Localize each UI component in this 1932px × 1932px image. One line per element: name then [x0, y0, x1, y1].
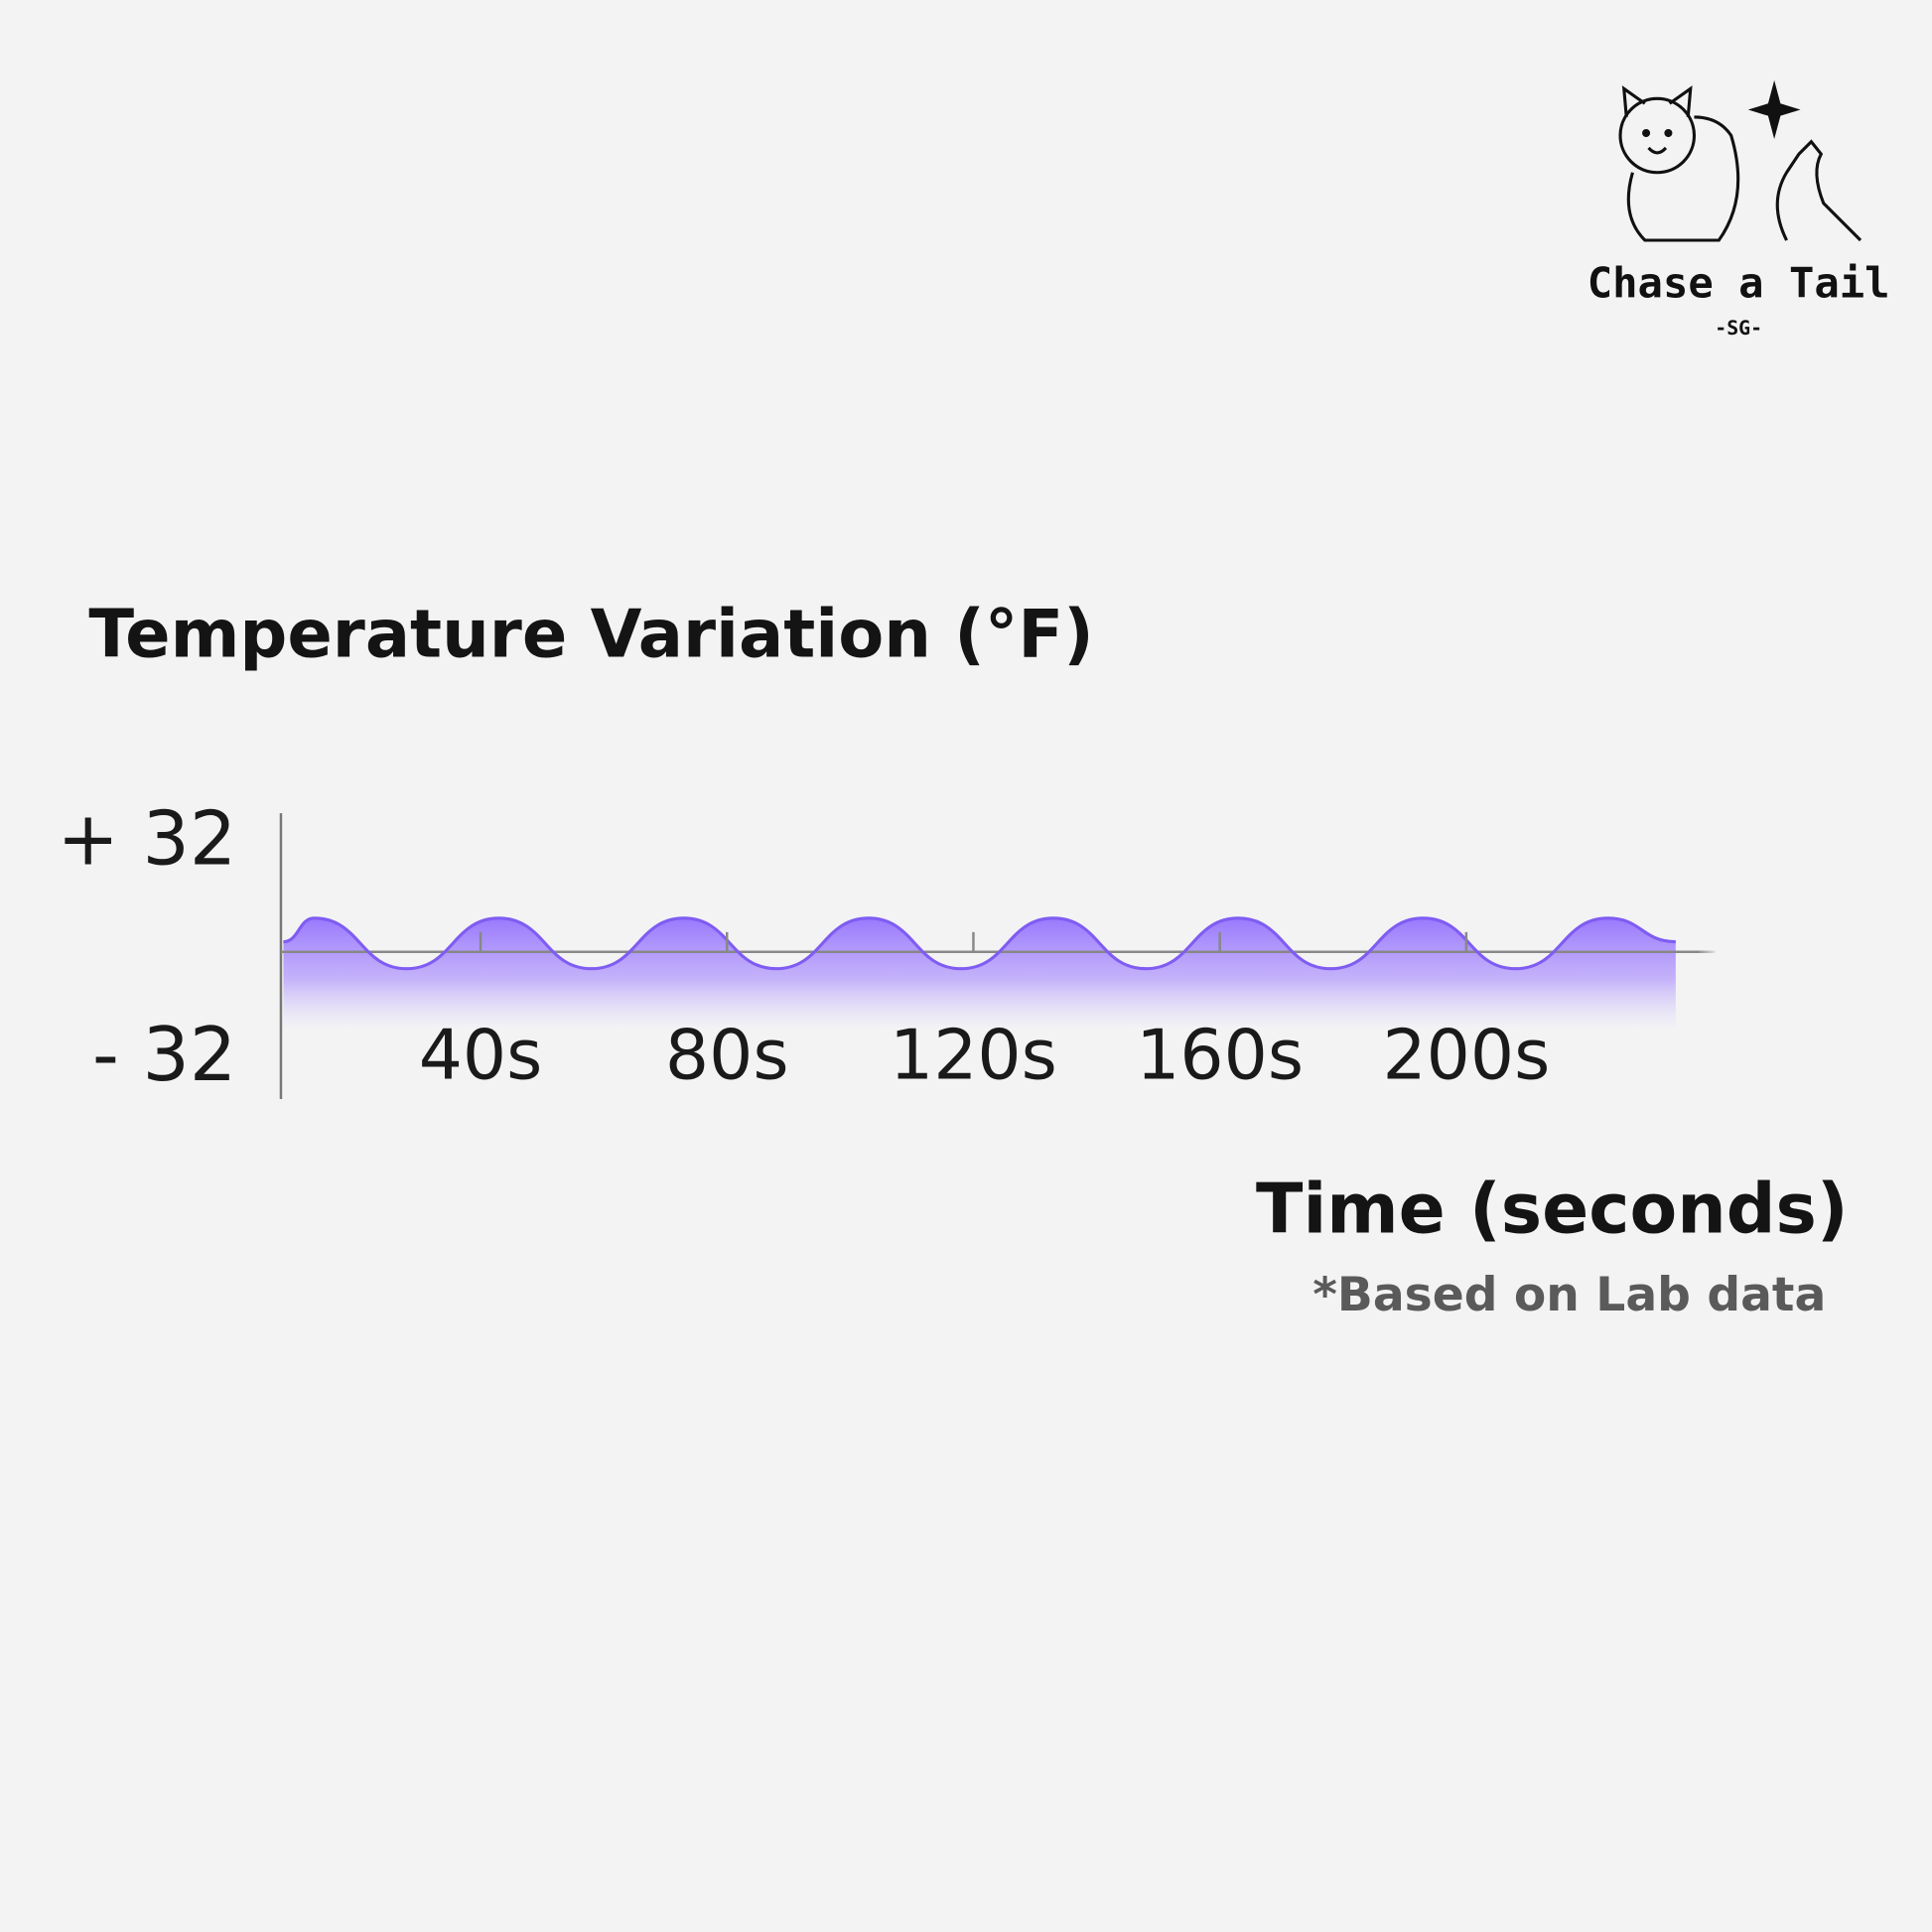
x-axis-label: Time (seconds): [1256, 1169, 1849, 1249]
area: [283, 917, 1676, 1030]
x-tick-label: 80s: [665, 1015, 789, 1095]
logo-subtitle: -SG-: [1715, 317, 1762, 340]
x-tick-label: 160s: [1136, 1015, 1304, 1095]
x-tick-label: 120s: [890, 1015, 1057, 1095]
fade-mask: [1577, 898, 1720, 1035]
x-tick-label: 200s: [1382, 1015, 1550, 1095]
x-tick-label: 40s: [419, 1015, 543, 1095]
plot: + 32 - 32 40s 80s 120s 160s 200s: [57, 796, 1720, 1100]
y-tick-label: + 32: [57, 796, 236, 883]
logo-title: Chase a Tail: [1587, 258, 1890, 307]
y-tick-label: - 32: [92, 1012, 236, 1098]
logo: [1618, 79, 1863, 242]
line: [283, 916, 1676, 971]
footnote: *Based on Lab data: [1312, 1268, 1826, 1322]
chart-title: Temperature Variation (°F): [88, 595, 1093, 672]
